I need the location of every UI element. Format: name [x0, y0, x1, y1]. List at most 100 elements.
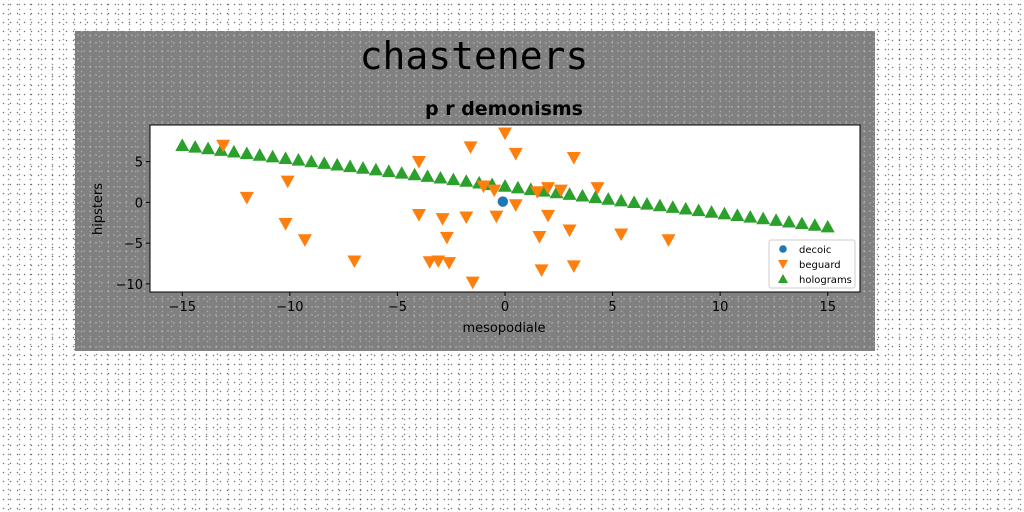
data-point-beguard	[508, 147, 523, 161]
data-point-holograms	[756, 211, 771, 225]
data-point-holograms	[265, 149, 280, 163]
data-point-beguard	[498, 127, 512, 141]
y-tick-label: −10	[116, 278, 143, 293]
data-point-holograms	[304, 154, 319, 168]
data-point-holograms	[381, 164, 396, 178]
data-point-holograms	[678, 201, 693, 215]
legend-label-beguard: beguard	[799, 260, 841, 271]
data-point-holograms	[317, 156, 332, 169]
x-axis-ticks: −15 −10 −5 0 5 10 15	[169, 292, 836, 315]
data-point-holograms	[575, 188, 590, 202]
data-point-holograms	[717, 206, 732, 220]
legend-label-holograms: holograms	[799, 275, 852, 286]
y-tick-label: −5	[124, 237, 143, 252]
data-point-holograms	[433, 170, 448, 184]
data-point-beguard	[553, 184, 568, 198]
x-tick-label: −15	[169, 300, 196, 315]
data-point-holograms	[588, 190, 603, 204]
data-point-holograms	[356, 161, 370, 174]
data-point-beguard	[541, 209, 556, 223]
data-point-beguard	[239, 191, 254, 205]
data-point-holograms	[665, 200, 680, 213]
data-point-beguard	[216, 139, 231, 153]
legend-marker-holograms	[778, 274, 788, 283]
data-point-beguard	[562, 224, 577, 238]
data-point-holograms	[498, 179, 512, 192]
data-point-holograms	[201, 141, 216, 155]
data-point-beguard	[431, 255, 446, 269]
x-tick-label: 0	[501, 300, 509, 315]
data-point-beguard	[422, 256, 437, 269]
y-axis-label: hipsters	[91, 183, 106, 235]
data-point-holograms	[769, 213, 784, 226]
data-point-beguard	[661, 234, 676, 247]
legend-marker-decoic	[779, 245, 787, 253]
chart-marks	[175, 127, 835, 290]
chart-svg: chasteners p r demonisms −15 −10 −5 0 5 10 15 …	[91, 34, 861, 336]
data-point-beguard	[459, 211, 474, 225]
data-point-beguard	[435, 213, 450, 226]
data-point-beguard	[489, 210, 504, 224]
data-point-holograms	[614, 193, 629, 207]
legend-box	[768, 239, 856, 289]
data-point-beguard	[439, 231, 454, 245]
chart-legend: decoic beguard holograms	[768, 239, 856, 289]
data-point-decoic	[497, 196, 509, 207]
data-point-holograms	[510, 180, 525, 194]
data-point-holograms	[807, 218, 822, 231]
chart-figure: chasteners p r demonisms −15 −10 −5 0 5 10 15 …	[75, 31, 875, 351]
data-point-holograms	[330, 157, 345, 171]
data-point-holograms	[420, 169, 435, 182]
data-point-holograms	[652, 198, 667, 212]
data-point-beguard	[411, 209, 426, 222]
data-point-holograms	[743, 210, 758, 223]
chart-suptitle: chasteners	[360, 34, 589, 78]
series-beguard	[216, 127, 676, 290]
data-point-holograms	[239, 146, 254, 160]
data-point-holograms	[820, 219, 835, 233]
data-point-beguard	[476, 180, 491, 194]
x-tick-label: 5	[608, 300, 616, 315]
legend-marker-beguard	[778, 260, 788, 269]
data-point-holograms	[407, 167, 422, 181]
series-decoic	[497, 196, 509, 207]
data-point-beguard	[541, 182, 556, 195]
data-point-beguard	[278, 217, 293, 231]
data-point-holograms	[252, 148, 267, 161]
data-point-holograms	[782, 214, 796, 228]
data-point-holograms	[562, 187, 577, 200]
chart-title: p r demonisms	[425, 98, 583, 120]
data-point-holograms	[368, 162, 383, 176]
data-point-holograms	[446, 172, 461, 186]
x-tick-label: 10	[712, 300, 729, 315]
data-point-beguard	[280, 175, 295, 189]
data-point-beguard	[297, 234, 312, 247]
y-tick-label: 5	[135, 156, 143, 171]
data-point-holograms	[691, 203, 706, 217]
data-point-holograms	[794, 216, 809, 230]
data-point-beguard	[442, 257, 457, 270]
data-point-holograms	[459, 174, 474, 187]
data-point-beguard	[465, 276, 480, 290]
data-point-holograms	[601, 192, 616, 205]
data-point-holograms	[343, 159, 358, 173]
data-point-holograms	[704, 205, 719, 218]
data-point-holograms	[175, 138, 190, 151]
y-axis-ticks: −10 −5 0 5	[116, 156, 150, 293]
y-tick-label: 0	[135, 196, 143, 211]
data-point-holograms	[627, 195, 642, 208]
data-point-holograms	[730, 208, 745, 222]
data-point-beguard	[614, 228, 629, 242]
data-point-beguard	[590, 182, 605, 195]
data-point-beguard	[508, 199, 523, 212]
data-point-beguard	[566, 151, 581, 165]
data-point-holograms	[226, 144, 241, 158]
data-point-beguard	[411, 156, 426, 169]
data-point-holograms	[640, 197, 654, 210]
data-point-holograms	[394, 166, 409, 179]
plot-area	[149, 124, 861, 293]
data-point-holograms	[188, 139, 203, 153]
data-point-beguard	[532, 231, 547, 244]
data-point-beguard	[487, 184, 502, 198]
legend-label-decoic: decoic	[799, 245, 831, 256]
